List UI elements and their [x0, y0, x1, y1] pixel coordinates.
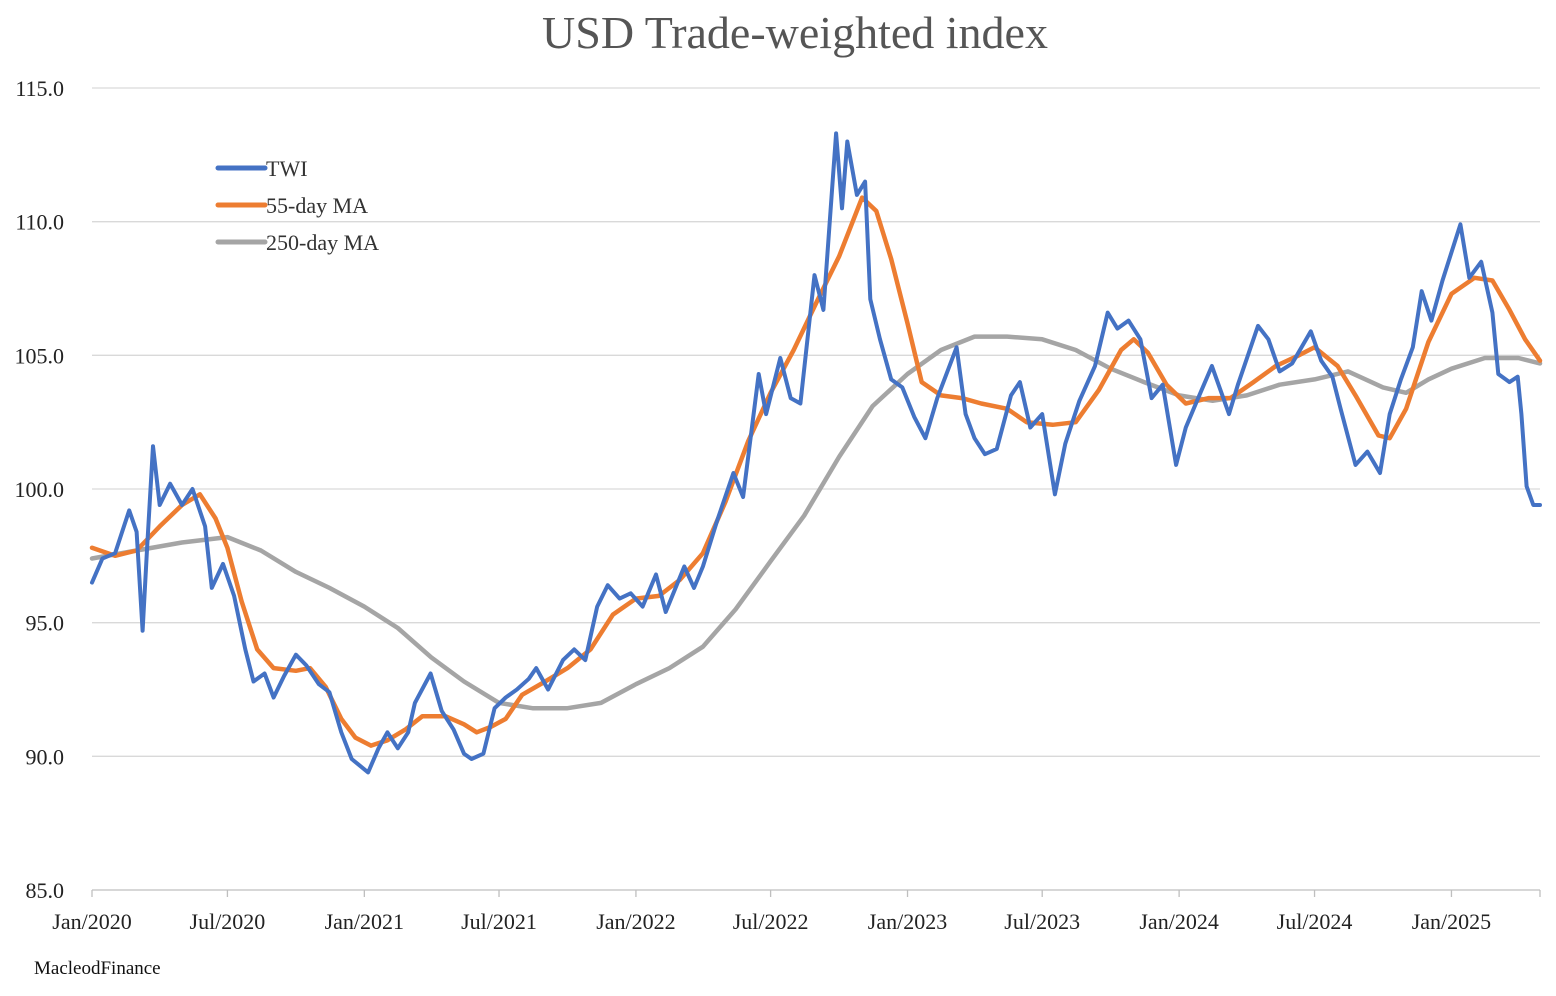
x-tick-label: Jan/2023	[868, 909, 947, 934]
y-tick-label: 115.0	[15, 76, 64, 101]
legend-label: 250-day MA	[266, 230, 379, 255]
series-line-55-day-ma	[89, 195, 1543, 748]
x-tick-label: Jan/2025	[1412, 909, 1491, 934]
x-tick-label: Jul/2021	[461, 909, 537, 934]
chart-title: USD Trade-weighted index	[542, 7, 1048, 58]
series-lines	[89, 131, 1543, 775]
x-tick-label: Jul/2024	[1277, 909, 1353, 934]
y-axis: 85.0 90.0 95.0 100.0 105.0 110.0 115.0	[15, 76, 65, 903]
y-tick-label: 90.0	[26, 744, 65, 769]
source-label: MacleodFinance	[34, 958, 161, 979]
legend: TWI 55-day MA 250-day MA	[215, 156, 379, 255]
y-tick-label: 100.0	[15, 477, 65, 502]
series-line-250-day-ma	[89, 334, 1543, 711]
y-tick-label: 85.0	[26, 878, 65, 903]
x-tick-label: Jan/2021	[325, 909, 404, 934]
x-tick-label: Jul/2020	[190, 909, 266, 934]
x-tick-label: Jul/2023	[1004, 909, 1080, 934]
y-tick-label: 110.0	[15, 210, 64, 235]
x-axis-ticks: Jan/2020 Jul/2020 Jan/2021 Jul/2021 Jan/2022…	[52, 890, 1541, 934]
legend-label: TWI	[266, 156, 308, 181]
x-tick-label: Jan/2020	[52, 909, 131, 934]
x-tick-label: Jan/2024	[1139, 909, 1218, 934]
x-tick-label: Jul/2022	[733, 909, 809, 934]
y-tick-label: 105.0	[15, 343, 65, 368]
gridlines	[92, 87, 1540, 757]
y-tick-label: 95.0	[26, 611, 65, 636]
series-line-twi	[90, 131, 1542, 775]
legend-label: 55-day MA	[266, 193, 368, 218]
x-tick-label: Jan/2022	[596, 909, 675, 934]
